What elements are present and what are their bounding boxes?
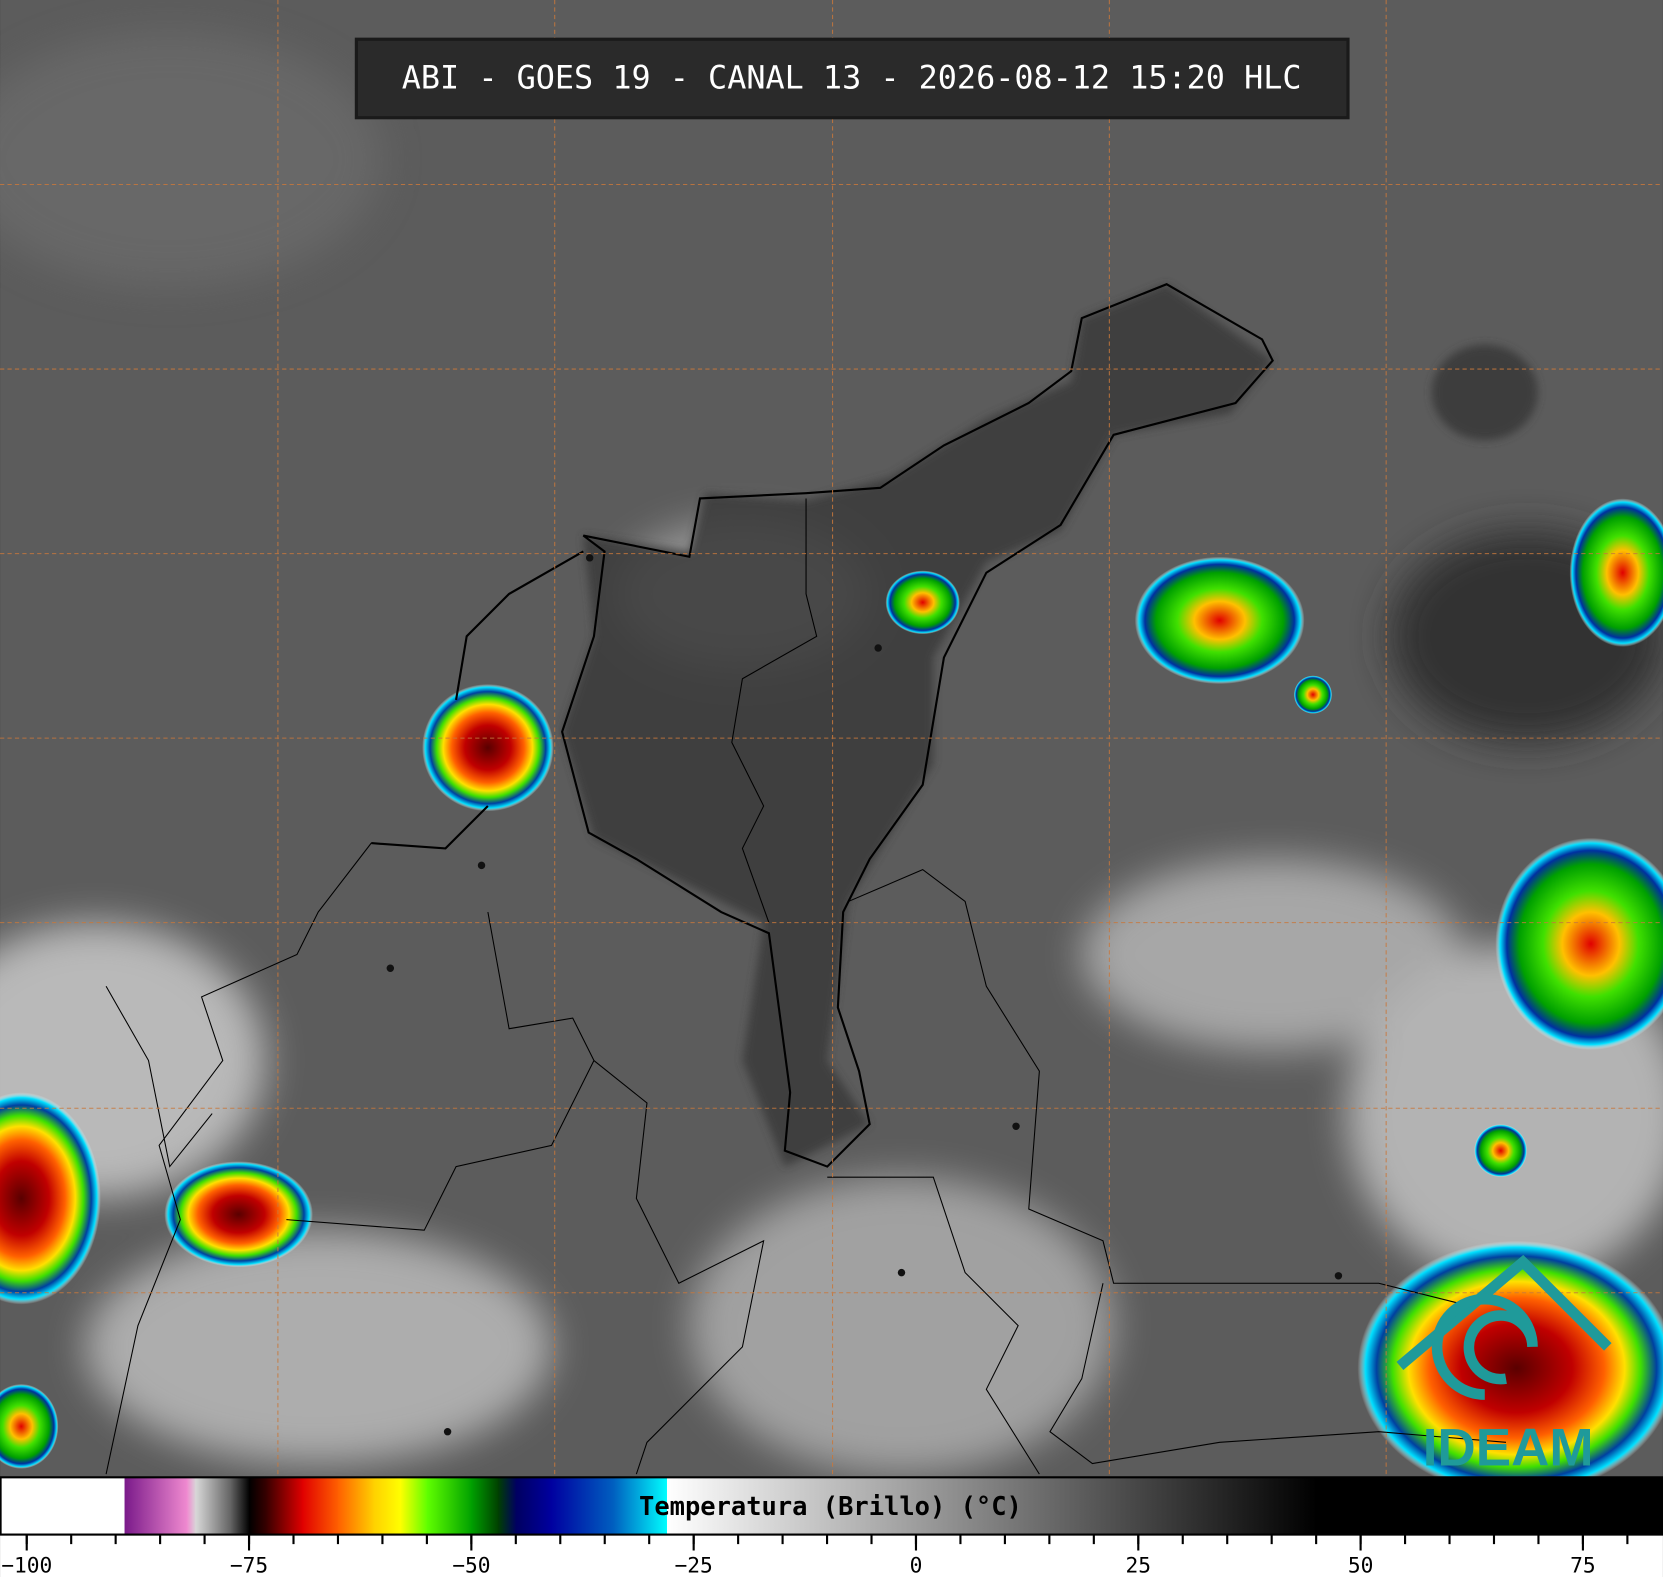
colorbar-segment <box>266 1477 304 1535</box>
colorbar-segment <box>515 1477 553 1535</box>
tick-label: 75 <box>1570 1553 1596 1577</box>
colorbar-segment <box>666 1477 1317 1535</box>
colorbar-segment <box>337 1477 375 1535</box>
graticule <box>0 0 1663 1478</box>
tick-label: −50 <box>452 1553 490 1577</box>
colorbar-segment <box>249 1477 268 1535</box>
colorbar-segment <box>471 1477 499 1535</box>
imagery <box>0 0 1663 1496</box>
title: ABI - GOES 19 - CANAL 13 - 2026-08-12 15… <box>402 59 1302 97</box>
tick-label: −75 <box>230 1553 268 1577</box>
tick-label: 25 <box>1126 1553 1152 1577</box>
colorbar-frame <box>0 1476 1663 1536</box>
cities <box>386 554 1343 1436</box>
colorbar-segment <box>231 1477 250 1535</box>
colorbar-title: Temperatura (Brillo) (°C) <box>639 1492 1022 1522</box>
colorbar-segment <box>426 1477 472 1535</box>
colorbar-segment <box>613 1477 668 1535</box>
title-box <box>354 37 1350 120</box>
colorbar-segment <box>400 1477 428 1535</box>
colorbar-segment <box>124 1477 188 1535</box>
colorbar-segment <box>195 1477 232 1535</box>
tick-label: −25 <box>675 1553 713 1577</box>
subdivisions <box>105 498 1507 1475</box>
colorbar-segment <box>302 1477 339 1535</box>
logo <box>1396 1254 1612 1400</box>
tick-label: −100 <box>1 1553 52 1577</box>
colorbar: −100 −75 −50 −25 0 25 50 75 <box>0 1477 1663 1577</box>
colorbar-segment <box>1316 1477 1663 1535</box>
colorbar-segment <box>186 1477 197 1535</box>
tick-label: 0 <box>910 1553 923 1577</box>
colorbar-segment <box>551 1477 615 1535</box>
borders <box>371 283 1274 1168</box>
logo-text: IDEAM <box>1423 1419 1594 1478</box>
tick-label: 50 <box>1348 1553 1374 1577</box>
colorbar-segment <box>0 1477 126 1535</box>
colorbar-segment <box>373 1477 401 1535</box>
colorbar-segment <box>498 1477 517 1535</box>
